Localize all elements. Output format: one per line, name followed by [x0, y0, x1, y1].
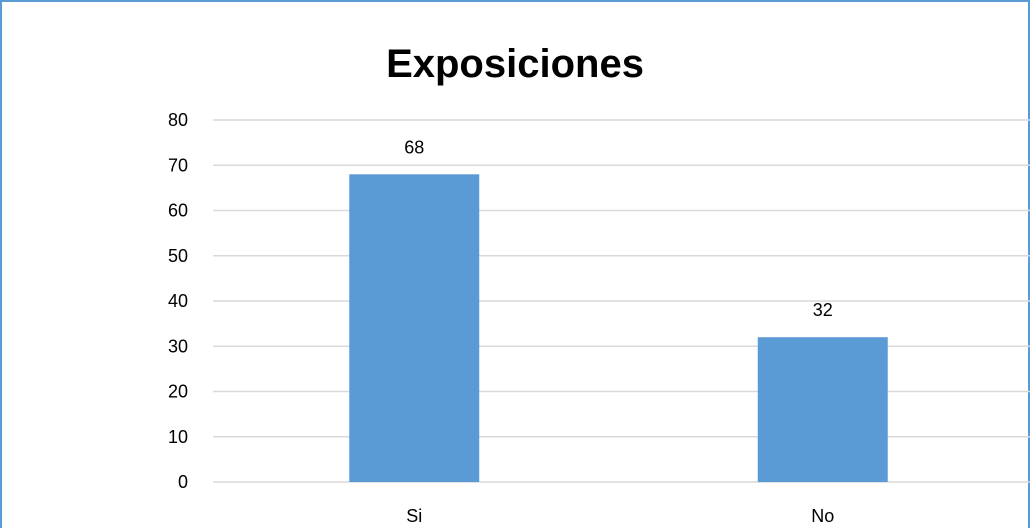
y-tick-label: 30 [168, 336, 188, 356]
x-axis: Si No [406, 506, 834, 526]
y-tick-label: 20 [168, 382, 188, 402]
y-tick-label: 60 [168, 201, 188, 221]
x-tick-label: No [811, 506, 834, 526]
y-axis: 0 10 20 30 40 50 60 70 80 [168, 110, 188, 492]
x-tick-label: Si [406, 506, 422, 526]
chart-title: Exposiciones [386, 42, 644, 86]
gridlines [213, 119, 1030, 483]
y-tick-label: 10 [168, 427, 188, 447]
y-tick-label: 50 [168, 246, 188, 266]
data-label: 68 [404, 137, 424, 157]
y-tick-label: 70 [168, 155, 188, 175]
y-tick-label: 40 [168, 291, 188, 311]
y-tick-label: 80 [168, 110, 188, 130]
data-labels: 68 32 [404, 137, 833, 320]
bar-no [757, 337, 888, 482]
y-tick-label: 0 [178, 472, 188, 492]
bars [349, 174, 888, 483]
bar-si [349, 174, 480, 483]
data-label: 32 [813, 300, 833, 320]
